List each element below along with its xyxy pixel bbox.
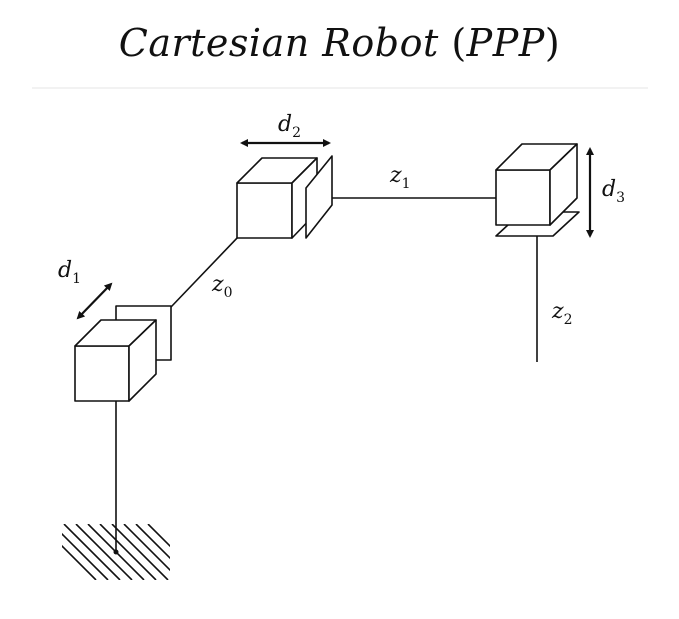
d1-arrow bbox=[76, 282, 113, 320]
cube-2 bbox=[236, 157, 318, 239]
ground-hatch bbox=[62, 524, 170, 580]
label-z2: z2 bbox=[551, 299, 573, 328]
label-z0: z0 bbox=[211, 272, 233, 301]
title-open-paren: ( bbox=[451, 21, 467, 65]
title-name: Cartesian Robot bbox=[118, 21, 439, 65]
title-code: PPP bbox=[466, 21, 545, 65]
cube-1 bbox=[74, 319, 157, 402]
diagram-title: Cartesian Robot ( PPP ) bbox=[0, 8, 679, 78]
joint2-plate bbox=[305, 155, 333, 239]
label-z1: z1 bbox=[389, 163, 411, 192]
label-d2: d2 bbox=[278, 112, 301, 141]
label-d1: d1 bbox=[58, 258, 81, 287]
base-joint bbox=[113, 549, 119, 555]
cube-3 bbox=[495, 143, 578, 226]
title-close-paren: ) bbox=[544, 21, 561, 65]
label-d3: d3 bbox=[602, 177, 625, 206]
